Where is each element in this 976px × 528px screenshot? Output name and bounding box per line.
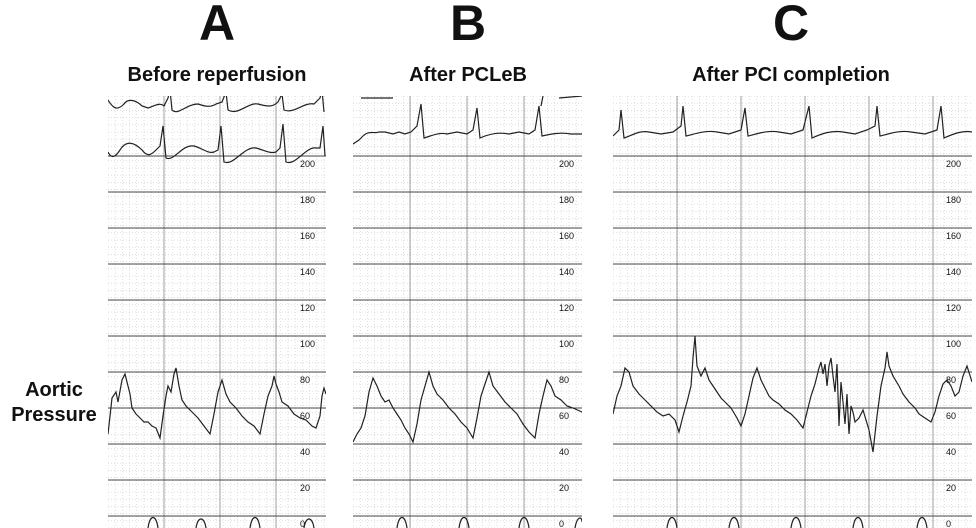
scale-tick-label: 180 <box>300 195 315 205</box>
panel-title-a: Before reperfusion <box>127 64 307 86</box>
scale-tick-label: 20 <box>559 483 569 493</box>
scale-tick-label: 20 <box>946 483 956 493</box>
panel-title-b: After PCLeB <box>409 64 527 86</box>
scale-tick-label: 0 <box>300 519 305 528</box>
strip-a-ecg-upper <box>108 96 325 113</box>
scale-tick-label: 160 <box>559 231 574 241</box>
scale-tick-label: 100 <box>559 339 574 349</box>
scale-tick-label: 200 <box>559 159 574 169</box>
scale-tick-label: 180 <box>946 195 961 205</box>
side-label-line1: Aortic <box>25 379 83 401</box>
scale-tick-label: 20 <box>300 483 310 493</box>
scale-tick-label: 100 <box>946 339 961 349</box>
strip-b-aortic-pressure <box>353 369 582 444</box>
scale-tick-label: 160 <box>946 231 961 241</box>
scale-tick-label: 160 <box>300 231 315 241</box>
scale-tick-label: 180 <box>559 195 574 205</box>
strip-c-grid <box>613 96 972 528</box>
strip-a-bottom-waves <box>147 516 315 528</box>
scale-tick-label: 200 <box>300 159 315 169</box>
strip-b-grid <box>353 96 582 528</box>
panel-letter-a: A <box>198 0 236 51</box>
scale-tick-label: 140 <box>946 267 961 277</box>
aortic-pressure-label: Aortic Pressure <box>0 378 108 428</box>
scale-tick-label: 100 <box>300 339 315 349</box>
strip-c-aortic-pressure <box>613 335 972 453</box>
scale-tick-label: 40 <box>300 447 310 457</box>
scale-tick-label: 40 <box>559 447 569 457</box>
scale-tick-label: 120 <box>946 303 961 313</box>
side-label-line2: Pressure <box>11 404 97 426</box>
scale-tick-label: 200 <box>946 159 961 169</box>
scale-tick-label: 140 <box>559 267 574 277</box>
panel-letter-c: C <box>772 0 810 51</box>
strip-b-ecg-upper <box>361 96 582 107</box>
strip-a-aortic-pressure <box>108 367 326 441</box>
strip-a-ecg-lower <box>108 123 326 164</box>
scale-tick-label: 60 <box>559 411 569 421</box>
strip-c-bottom-waves <box>666 516 928 528</box>
scale-tick-label: 0 <box>559 519 564 528</box>
scale-tick-label: 60 <box>946 411 956 421</box>
scale-tick-label: 120 <box>559 303 574 313</box>
strip-b-bottom-waves <box>396 516 582 528</box>
scale-tick-label: 80 <box>946 375 956 385</box>
strip-c-ecg <box>613 105 972 139</box>
scale-tick-label: 60 <box>300 411 310 421</box>
strip-b-ecg-lower <box>353 103 582 145</box>
panel-title-c: After PCI completion <box>692 64 890 86</box>
scale-tick-label: 80 <box>559 375 569 385</box>
scale-tick-label: 80 <box>300 375 310 385</box>
scale-tick-label: 0 <box>946 519 951 528</box>
panel-letter-b: B <box>449 0 487 51</box>
scale-tick-label: 120 <box>300 303 315 313</box>
scale-tick-label: 140 <box>300 267 315 277</box>
strip-a-grid <box>108 96 326 528</box>
scale-tick-label: 40 <box>946 447 956 457</box>
